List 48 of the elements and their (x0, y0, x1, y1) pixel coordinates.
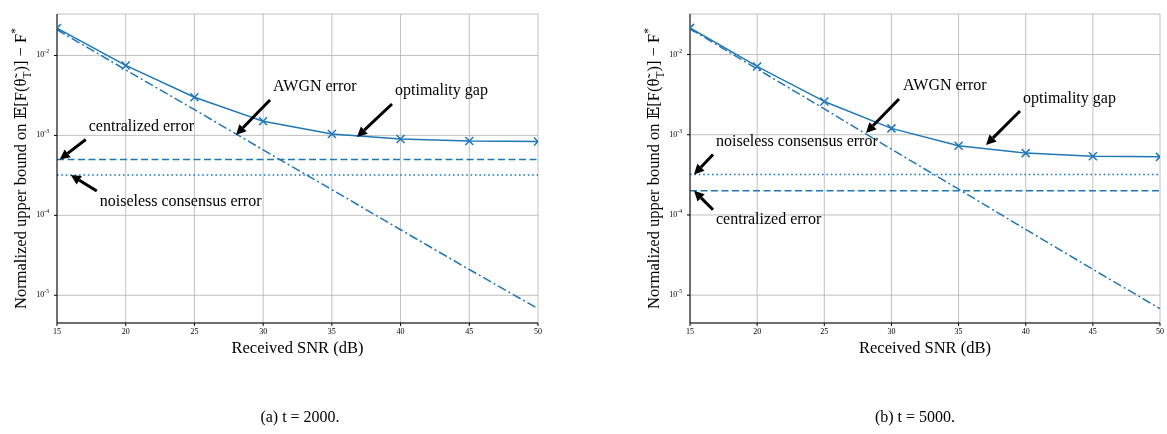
point (1020, 148, 1031, 158)
x-tick-label: 30 (259, 326, 268, 336)
y-tick-label: 10$^{-3}$ (669, 128, 683, 139)
point (395, 134, 406, 144)
x-tick-label: 15 (53, 326, 61, 336)
annotation: AWGN error (273, 76, 358, 94)
point (258, 116, 268, 127)
point (327, 129, 337, 139)
y-tick-label: 10$^{-2}$ (669, 47, 683, 59)
point (953, 140, 964, 151)
point (120, 60, 131, 71)
point (752, 61, 762, 72)
x-tick-label: 35 (327, 326, 336, 336)
x-axis-title: Received SNR (dB) (231, 337, 364, 357)
y-tick-label: 10$^{-5}$ (36, 288, 50, 300)
x-tick-label: 20 (121, 326, 130, 336)
annotation: noiseless consensus error (99, 191, 263, 209)
x-tick-label: 45 (1088, 326, 1097, 336)
y-tick-label: 10$^{-3}$ (36, 128, 50, 140)
point (819, 96, 830, 107)
annotation: centralized error (88, 117, 195, 135)
annotation: optimality gap (395, 80, 488, 99)
text: (a) t = 2000. (260, 407, 340, 426)
x-tick-label: 30 (887, 326, 896, 336)
x-tick-label: 20 (753, 326, 762, 336)
text: (b) t = 5000. (874, 407, 956, 426)
annotation: noiseless consensus error (716, 132, 879, 150)
x-tick-label: 40 (396, 326, 405, 336)
x-tick-label: 50 (1156, 326, 1164, 336)
y-tick-label: 10$^{-4}$ (36, 208, 50, 220)
x-axis-title: Received SNR (dB) (859, 337, 991, 357)
x-tick-label: 45 (465, 326, 474, 336)
point (886, 123, 897, 134)
annotation: centralized error (716, 210, 822, 228)
annotation: optimality gap (1023, 88, 1116, 107)
x-tick-label: 25 (190, 326, 199, 336)
x-tick-label: 15 (686, 326, 694, 336)
y-tick-label: 10$^{-5}$ (669, 288, 683, 300)
y-tick-label: 10$^{-2}$ (36, 48, 50, 60)
x-tick-label: 35 (954, 326, 963, 336)
x-tick-label: 25 (820, 326, 829, 336)
x-tick-label: 50 (534, 326, 542, 336)
point (189, 92, 200, 102)
annotation: AWGN error (903, 75, 988, 93)
x-tick-label: 40 (1021, 326, 1030, 336)
y-tick-label: 10$^{-4}$ (669, 208, 683, 219)
point (1088, 151, 1098, 161)
point (464, 136, 475, 146)
